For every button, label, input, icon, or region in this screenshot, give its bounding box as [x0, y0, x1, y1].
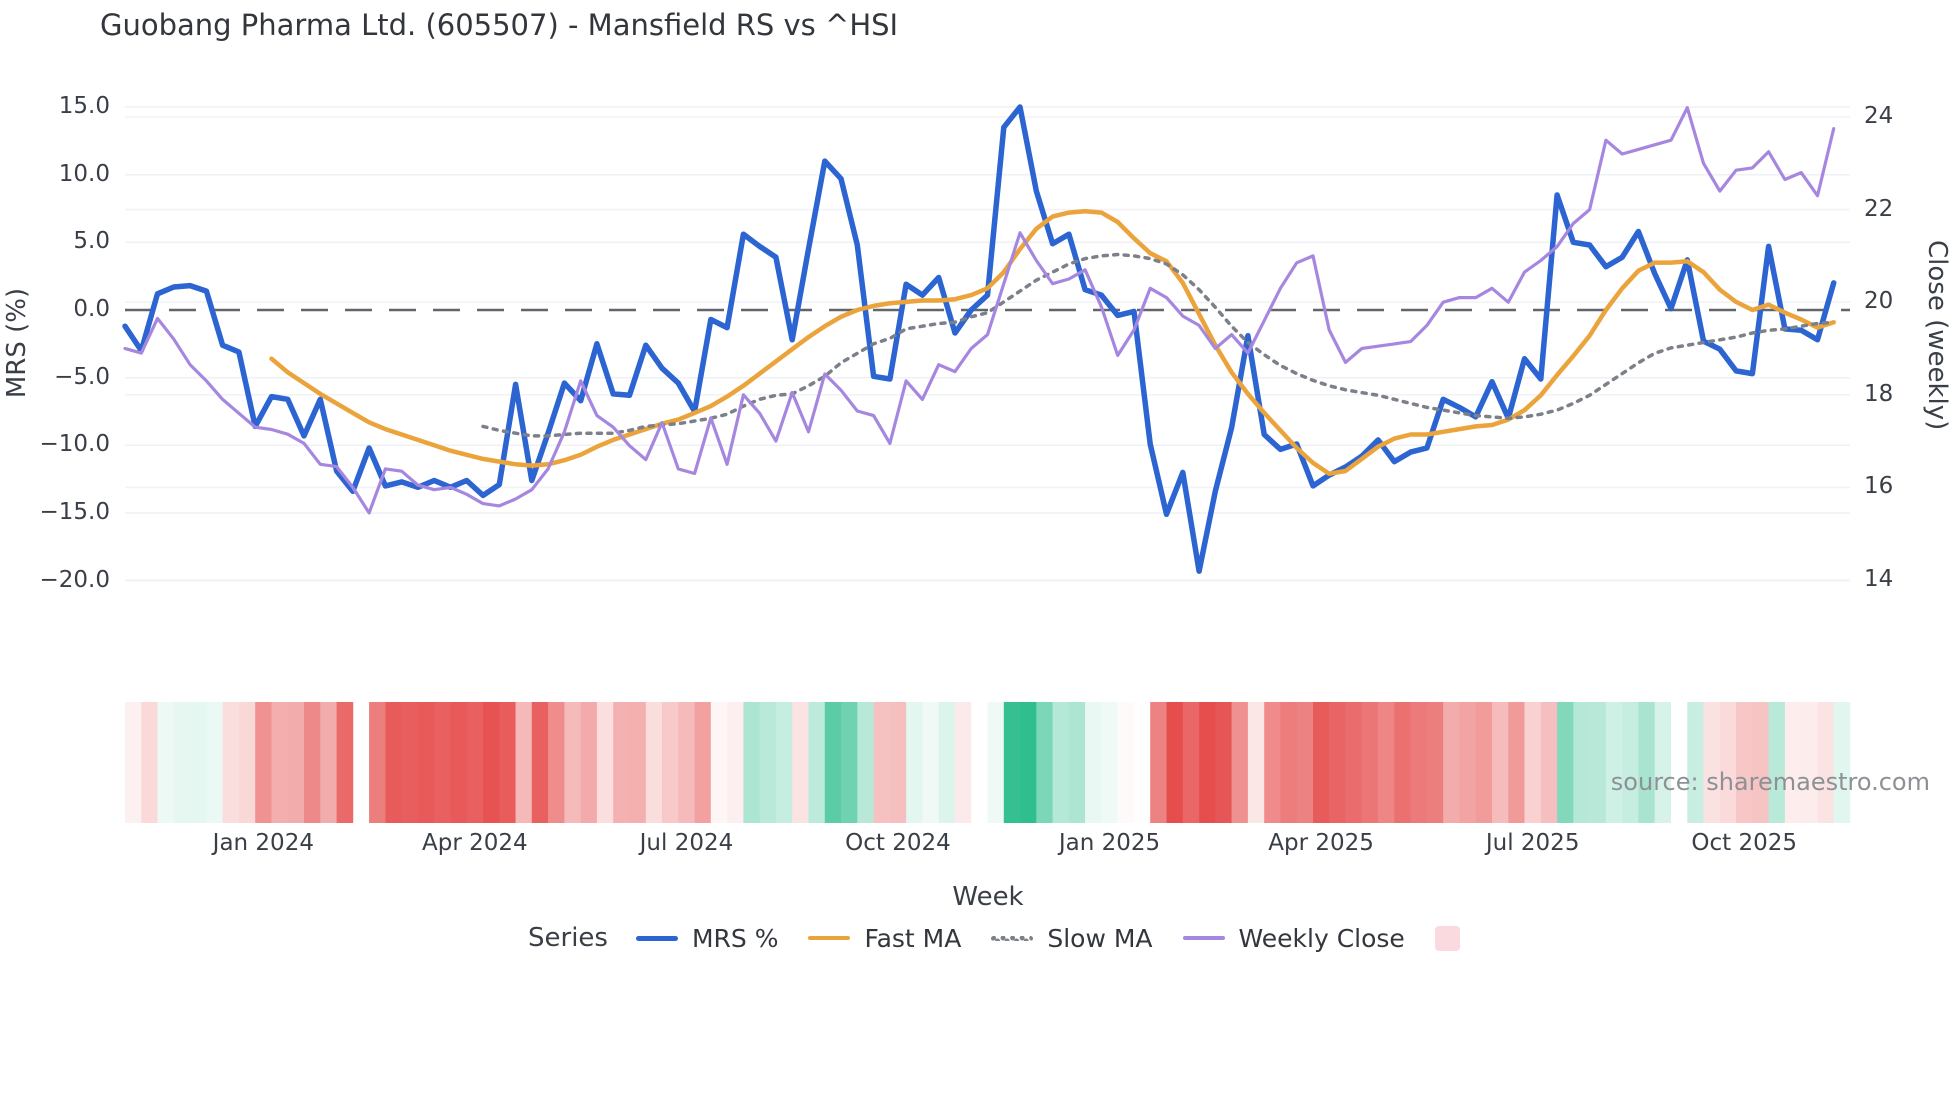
left-tick-label: 5.0 — [73, 228, 110, 255]
legend-item-heatmap[interactable] — [1434, 925, 1460, 951]
legend-item-slow-ma[interactable]: Slow MA — [991, 923, 1153, 953]
right-axis-title: Close (weekly) — [1922, 240, 1952, 431]
x-tick-label: Apr 2024 — [422, 830, 528, 856]
x-tick-label: Apr 2025 — [1268, 830, 1374, 856]
source-note: source: sharemaestro.com — [1610, 768, 1930, 796]
legend-label: Slow MA — [1047, 923, 1153, 953]
left-tick-label: −5.0 — [54, 363, 110, 390]
fast-ma-line-swatch-icon — [808, 936, 851, 940]
left-tick-label: −20.0 — [39, 566, 110, 593]
legend-item-fast-ma[interactable]: Fast MA — [808, 924, 961, 953]
right-tick-label: 14 — [1864, 566, 1894, 592]
mrs-line-swatch-icon — [635, 935, 678, 941]
legend-label: Fast MA — [864, 923, 962, 953]
left-tick-label: −15.0 — [39, 498, 110, 525]
right-tick-label: 16 — [1864, 473, 1894, 500]
legend-label: Weekly Close — [1238, 923, 1405, 953]
x-tick-label: Oct 2024 — [845, 830, 951, 856]
legend: Series MRS % Fast MA Slow MA Weekly Clos… — [528, 918, 1490, 958]
legend-label: MRS % — [691, 923, 779, 953]
heatmap-swatch-icon — [1434, 925, 1460, 951]
slow-ma-dotted-swatch-icon — [991, 935, 1034, 941]
x-tick-label: Jul 2025 — [1485, 830, 1580, 856]
x-tick-label: Jan 2025 — [1058, 830, 1161, 856]
right-tick-label: 22 — [1864, 195, 1894, 222]
weekly-close-line-swatch-icon — [1182, 936, 1225, 940]
x-tick-label: Jul 2024 — [639, 830, 734, 856]
left-tick-label: 10.0 — [58, 160, 110, 187]
x-axis-title: Week — [952, 882, 1024, 912]
legend-item-weekly-close[interactable]: Weekly Close — [1182, 923, 1405, 953]
right-tick-label: 18 — [1864, 380, 1894, 407]
legend-title: Series — [528, 923, 608, 953]
left-tick-label: 15.0 — [58, 93, 110, 119]
page-title: Guobang Pharma Ltd. (605507) - Mansfield… — [100, 8, 899, 42]
right-tick-label: 24 — [1864, 103, 1894, 129]
right-tick-label: 20 — [1864, 288, 1894, 315]
left-tick-label: 0.0 — [73, 296, 110, 322]
legend-item-mrs[interactable]: MRS % — [635, 923, 779, 953]
x-tick-label: Jan 2024 — [212, 830, 314, 856]
x-tick-label: Oct 2025 — [1691, 830, 1798, 856]
left-tick-label: −10.0 — [39, 431, 110, 458]
